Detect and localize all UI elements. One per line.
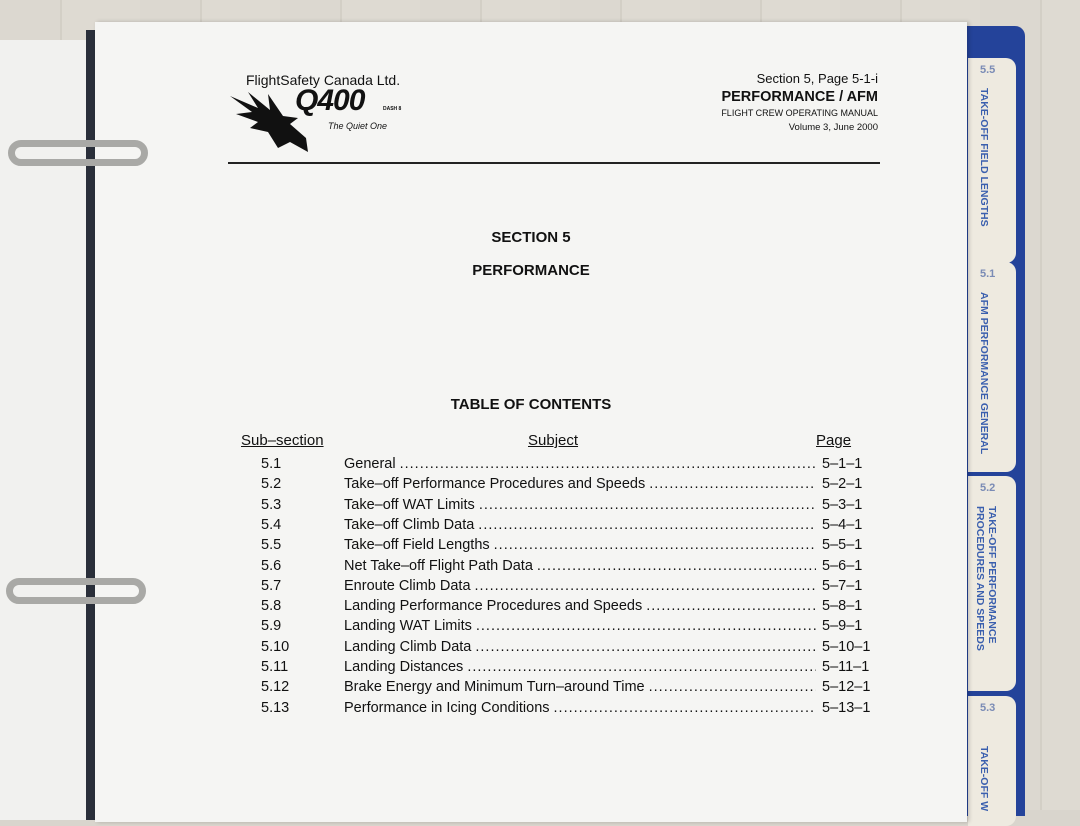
toc-row[interactable]: 5.9 Landing WAT Limits 5–9–1 — [240, 618, 880, 638]
subject: Landing Performance Procedures and Speed… — [344, 598, 643, 615]
page-number: 5–4–1 — [822, 516, 863, 533]
page-number: 5–6–1 — [822, 557, 863, 574]
page-number: 5–1–1 — [822, 456, 863, 472]
subsection-number: 5.4 — [261, 516, 282, 533]
column-subject: Subject — [528, 432, 579, 449]
toc-row[interactable]: 5.5 Take–off Field Lengths 5–5–1 — [240, 537, 880, 557]
volume: Volume 3, June 2000 — [788, 122, 878, 133]
tab-5-2[interactable]: 5.2 TAKE-OFF PERFORMANCE PROCEDURES AND S… — [968, 476, 1016, 691]
subject: General — [344, 456, 396, 472]
dot-leader — [478, 517, 816, 537]
page-number: 5–12–1 — [822, 679, 871, 696]
subsection-number: 5.8 — [261, 598, 282, 615]
subsection-number: 5.3 — [261, 496, 282, 513]
binder-ring — [8, 140, 148, 166]
tab-5-1[interactable]: 5.1 AFM PERFORMANCE GENERAL — [968, 262, 1016, 472]
page-number: 5–13–1 — [822, 699, 871, 716]
page-number: 5–5–1 — [822, 537, 863, 554]
subject: Take–off Performance Procedures and Spee… — [344, 476, 646, 493]
eagle-logo-icon — [230, 92, 308, 152]
subject: Net Take–off Flight Path Data — [344, 557, 533, 574]
dot-leader — [476, 618, 816, 638]
manual-page: FlightSafety Canada Ltd. Q400 DASH 8 The… — [95, 22, 967, 822]
subsection-number: 5.13 — [261, 699, 290, 716]
page-number: 5–8–1 — [822, 598, 863, 615]
section-page: Section 5, Page 5-1-i — [756, 71, 878, 86]
dot-leader — [400, 456, 816, 476]
toc-row[interactable]: 5.6 Net Take–off Flight Path Data 5–6–1 — [240, 558, 880, 578]
dot-leader — [475, 578, 816, 598]
subject: Landing Climb Data — [344, 638, 472, 655]
dot-leader — [537, 558, 816, 578]
tab-5-3[interactable]: 5.3 TAKE-OFF W — [968, 696, 1016, 826]
q400-logo: Q400 — [295, 84, 365, 117]
subsection-number: 5.1 — [261, 456, 282, 472]
subsection-number: 5.2 — [261, 476, 282, 493]
tagline: The Quiet One — [328, 121, 388, 131]
page-number: 5–10–1 — [822, 638, 871, 655]
page-number: 5–9–1 — [822, 618, 863, 635]
section-title: PERFORMANCE — [472, 262, 590, 279]
toc-row[interactable]: 5.2 Take–off Performance Procedures and S… — [240, 476, 880, 496]
toc-row[interactable]: 5.8 Landing Performance Procedures and Sp… — [240, 598, 880, 618]
company-name: FlightSafety Canada Ltd. — [246, 72, 401, 88]
page-number: 5–7–1 — [822, 577, 863, 594]
subject: Performance in Icing Conditions — [344, 699, 550, 716]
subsection-number: 5.7 — [261, 577, 282, 594]
toc-row[interactable]: 5.1 General 5–1–1 — [240, 456, 880, 476]
toc-row[interactable]: 5.4 Take–off Climb Data 5–4–1 — [240, 517, 880, 537]
subsection-number: 5.6 — [261, 557, 282, 574]
subject: Take–off Field Lengths — [344, 537, 490, 554]
dot-leader — [646, 598, 816, 618]
logo-sub: DASH 8 — [383, 106, 402, 112]
subsection-number: 5.5 — [261, 537, 282, 554]
header-divider — [228, 162, 880, 164]
toc-row[interactable]: 5.10 Landing Climb Data 5–10–1 — [240, 639, 880, 659]
subject: Brake Energy and Minimum Turn–around Tim… — [344, 679, 645, 696]
subject: Landing WAT Limits — [344, 618, 472, 635]
subsection-number: 5.10 — [261, 638, 290, 655]
tab-5-5[interactable]: 5.5 TAKE-OFF FIELD LENGTHS — [968, 58, 1016, 263]
dot-leader — [467, 659, 816, 679]
manual-name: FLIGHT CREW OPERATING MANUAL — [721, 108, 878, 118]
subsection-number: 5.11 — [261, 659, 289, 675]
toc-row[interactable]: 5.13 Performance in Icing Conditions 5–13–… — [240, 700, 880, 720]
dot-leader — [649, 476, 816, 496]
subject: Landing Distances — [344, 659, 464, 675]
column-subsection: Sub–section — [241, 432, 324, 449]
toc-row[interactable]: 5.12 Brake Energy and Minimum Turn–around… — [240, 679, 880, 699]
dot-leader — [479, 497, 816, 517]
binder-spine — [86, 30, 96, 820]
dot-leader — [475, 639, 816, 659]
page-number: 5–2–1 — [822, 476, 863, 493]
header-title: PERFORMANCE / AFM — [721, 89, 878, 105]
dot-leader — [554, 700, 816, 720]
dot-leader — [494, 537, 816, 557]
page-number: 5–11–1 — [822, 659, 870, 675]
dot-leader — [649, 679, 816, 699]
subsection-number: 5.12 — [261, 679, 290, 696]
subject: Enroute Climb Data — [344, 577, 471, 594]
subject: Take–off WAT Limits — [344, 496, 475, 513]
page-number: 5–3–1 — [822, 496, 863, 513]
subsection-number: 5.9 — [261, 618, 282, 635]
subject: Take–off Climb Data — [344, 516, 475, 533]
toc-row[interactable]: 5.3 Take–off WAT Limits 5–3–1 — [240, 497, 880, 517]
column-page: Page — [816, 432, 852, 449]
toc-row[interactable]: 5.7 Enroute Climb Data 5–7–1 — [240, 578, 880, 598]
toc-row[interactable]: 5.11 Landing Distances 5–11–1 — [240, 659, 880, 679]
toc-title: TABLE OF CONTENTS — [450, 396, 612, 413]
left-page — [0, 40, 88, 820]
section-heading: SECTION 5 — [491, 229, 571, 246]
binder-ring — [6, 578, 146, 604]
